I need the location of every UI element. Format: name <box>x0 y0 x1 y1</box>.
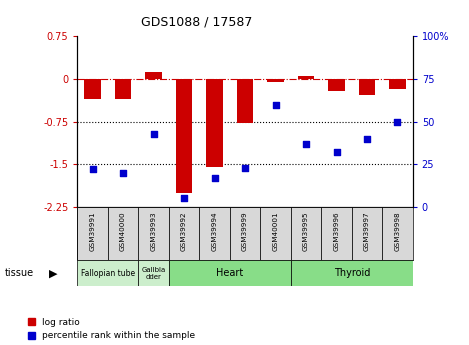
Point <box>394 119 401 124</box>
Bar <box>176 79 192 193</box>
Text: GSM39999: GSM39999 <box>242 211 248 251</box>
Bar <box>328 79 345 91</box>
Text: GSM39996: GSM39996 <box>333 211 340 251</box>
Text: GSM39995: GSM39995 <box>303 211 309 251</box>
Text: GSM39993: GSM39993 <box>151 211 157 251</box>
Bar <box>237 79 253 123</box>
Bar <box>145 72 162 79</box>
Bar <box>382 207 413 260</box>
Text: Fallopian tube: Fallopian tube <box>81 269 135 278</box>
Bar <box>84 79 101 99</box>
Bar <box>230 207 260 260</box>
Bar <box>115 79 131 99</box>
Bar <box>291 207 321 260</box>
Text: GSM40000: GSM40000 <box>120 211 126 251</box>
Text: GSM40001: GSM40001 <box>272 211 279 251</box>
Bar <box>321 207 352 260</box>
Point <box>333 150 340 155</box>
Legend: log ratio, percentile rank within the sample: log ratio, percentile rank within the sa… <box>28 318 196 341</box>
Text: ▶: ▶ <box>49 268 58 278</box>
Point <box>150 131 157 136</box>
Text: Thyroid: Thyroid <box>333 268 370 278</box>
Text: GSM39998: GSM39998 <box>394 211 401 251</box>
Point <box>302 141 310 147</box>
Text: GDS1088 / 17587: GDS1088 / 17587 <box>141 16 253 29</box>
Text: GSM39997: GSM39997 <box>364 211 370 251</box>
Bar <box>298 76 314 79</box>
Point <box>180 196 188 201</box>
Point <box>363 136 371 141</box>
Bar <box>169 260 291 286</box>
Bar <box>206 79 223 167</box>
Text: tissue: tissue <box>5 268 34 278</box>
Bar <box>352 207 382 260</box>
Bar <box>267 79 284 82</box>
Point <box>272 102 279 107</box>
Text: Gallbla
dder: Gallbla dder <box>142 267 166 280</box>
Text: GSM39992: GSM39992 <box>181 211 187 251</box>
Bar <box>138 260 169 286</box>
Bar <box>260 207 291 260</box>
Point <box>211 175 219 181</box>
Bar <box>359 79 375 95</box>
Bar <box>77 207 108 260</box>
Text: Heart: Heart <box>216 268 243 278</box>
Bar <box>291 260 413 286</box>
Bar <box>199 207 230 260</box>
Bar <box>108 207 138 260</box>
Bar <box>389 79 406 89</box>
Point <box>241 165 249 170</box>
Point <box>119 170 127 176</box>
Bar <box>169 207 199 260</box>
Text: GSM39994: GSM39994 <box>212 211 218 251</box>
Bar <box>77 260 138 286</box>
Point <box>89 167 97 172</box>
Bar <box>138 207 169 260</box>
Text: GSM39991: GSM39991 <box>90 211 96 251</box>
